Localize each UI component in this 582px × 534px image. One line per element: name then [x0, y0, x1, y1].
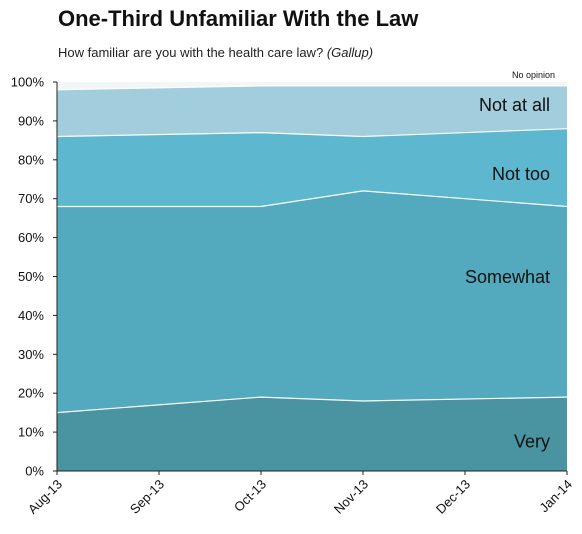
x-tick-label: Nov-13 — [331, 477, 371, 517]
area-not_too — [57, 128, 567, 207]
divider-not_too — [56, 128, 568, 138]
series-label-not_too: Not too — [492, 164, 550, 184]
y-tick-label: 50% — [18, 269, 44, 284]
y-tick-label: 60% — [18, 230, 44, 245]
series-label-no_opinion: No opinion — [512, 70, 555, 80]
area-very — [57, 397, 567, 471]
y-tick-label: 10% — [18, 425, 44, 440]
series-label-not_at_all: Not at all — [479, 95, 550, 115]
x-tick-label: Jan-14 — [536, 477, 575, 516]
x-tick-label: Dec-13 — [433, 477, 473, 517]
chart-title: One-Third Unfamiliar With the Law — [58, 6, 419, 31]
y-tick-label: 80% — [18, 152, 44, 167]
divider-very — [56, 396, 568, 414]
series-label-very: Very — [514, 431, 550, 451]
subtitle-source: (Gallup) — [326, 45, 374, 60]
x-tick-label: Aug-13 — [25, 477, 65, 517]
y-tick-label: 40% — [18, 308, 44, 323]
x-tick-label: Oct-13 — [231, 477, 269, 515]
area-somewhat — [57, 190, 567, 413]
y-tick-label: 0% — [25, 464, 44, 479]
area-not_at_all — [57, 85, 567, 137]
divider-not_at_all — [56, 85, 567, 91]
series-label-somewhat: Somewhat — [465, 267, 550, 287]
y-tick-label: 20% — [18, 386, 44, 401]
y-tick-label: 100% — [11, 75, 45, 90]
divider-somewhat — [57, 190, 568, 208]
subtitle-question: How familiar are you with the health car… — [58, 45, 324, 60]
chart-subtitle: How familiar are you with the health car… — [58, 45, 373, 60]
y-tick-label: 70% — [18, 191, 44, 206]
x-tick-label: Sep-13 — [127, 477, 167, 517]
y-tick-label: 90% — [18, 113, 44, 128]
y-tick-label: 30% — [18, 347, 44, 362]
